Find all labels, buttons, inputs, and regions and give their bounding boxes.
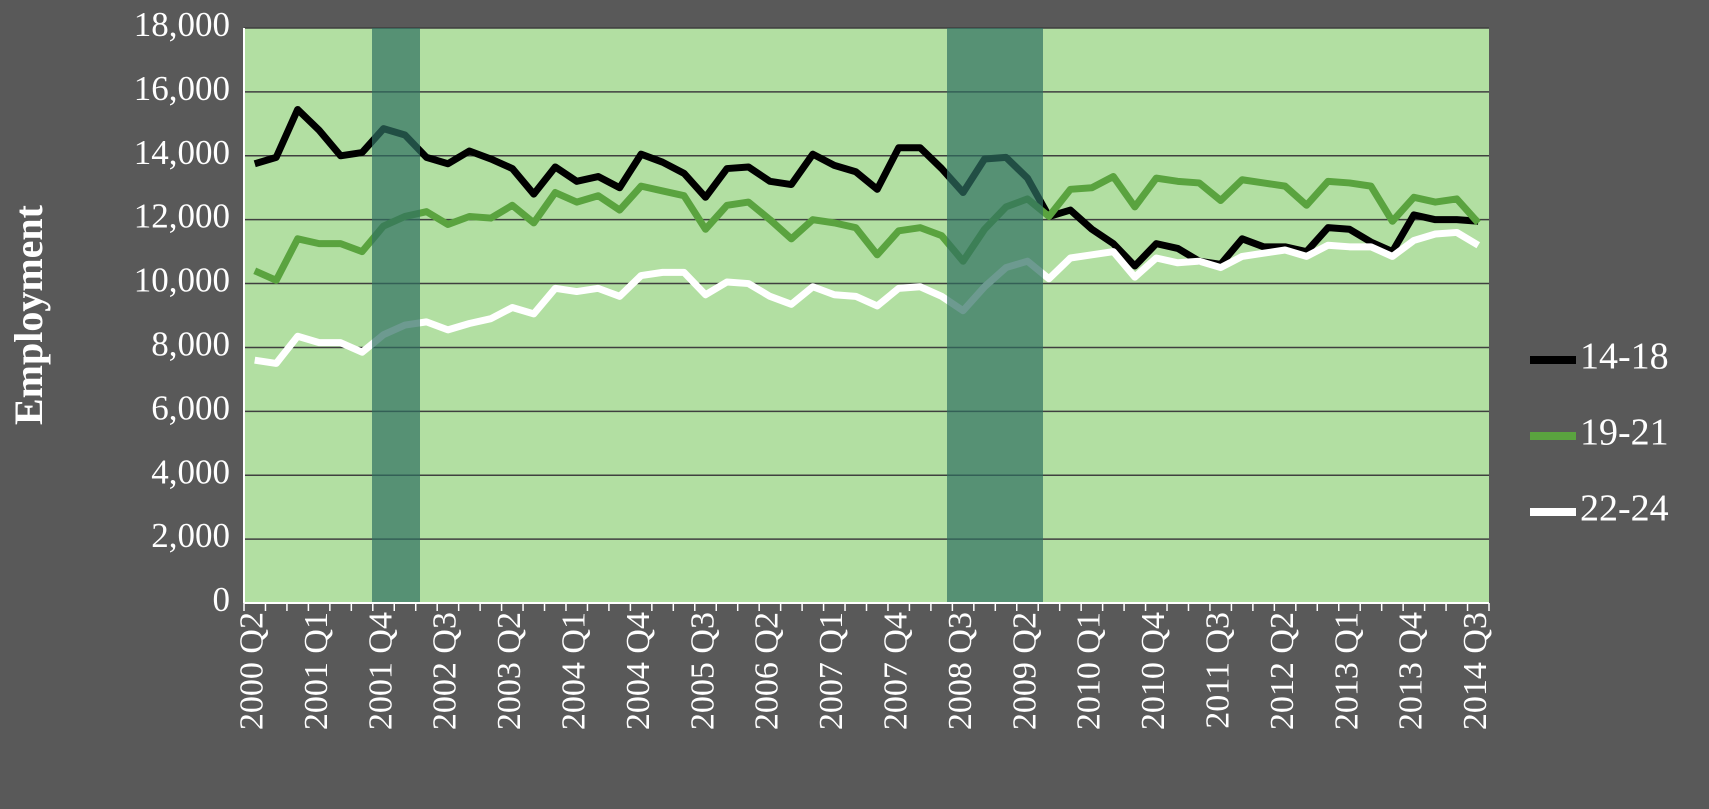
y-tick-label: 6,000 <box>151 388 230 427</box>
legend-label: 14-18 <box>1580 336 1669 378</box>
x-tick-label: 2000 Q2 <box>234 612 271 730</box>
y-tick-label: 18,000 <box>134 5 230 44</box>
legend-label: 22-24 <box>1580 488 1669 530</box>
series-line <box>254 228 1481 367</box>
legend-label: 19-21 <box>1580 412 1669 454</box>
y-tick-label: 12,000 <box>134 197 230 236</box>
x-tick-label: 2004 Q1 <box>556 612 593 730</box>
series-line <box>253 173 1481 284</box>
legend: 14-18 19-21 22-24 <box>1530 336 1669 530</box>
x-tick-label: 2004 Q4 <box>620 612 657 730</box>
plot-area <box>244 28 1489 603</box>
y-tick-label: 10,000 <box>134 261 230 300</box>
x-tick-label: 2013 Q1 <box>1328 612 1365 730</box>
y-tick-label: 0 <box>213 580 231 619</box>
y-tick-label: 8,000 <box>151 324 230 363</box>
x-tick-label: 2003 Q2 <box>491 612 528 730</box>
y-tick-label: 2,000 <box>151 516 230 555</box>
x-tick-label: 2012 Q2 <box>1264 612 1301 730</box>
y-tick-label: 14,000 <box>134 133 230 172</box>
x-tick-label: 2014 Q3 <box>1457 612 1494 730</box>
x-tick-label: 2010 Q1 <box>1071 612 1108 730</box>
y-axis-label: Employment <box>6 204 51 425</box>
x-tick-label: 2005 Q3 <box>684 612 721 730</box>
series-line <box>253 105 1479 270</box>
x-tick-label: 2002 Q3 <box>427 612 464 730</box>
series-lines <box>253 105 1481 367</box>
labels: 0 2,000 4,000 6,000 8,000 10,000 12,000 14,000 1… <box>134 5 1494 730</box>
recession-shading <box>947 28 1043 603</box>
y-tick-label: 16,000 <box>134 69 230 108</box>
x-tick-label: 2006 Q2 <box>749 612 786 730</box>
y-tick-label: 4,000 <box>151 452 230 491</box>
x-tick-label: 2001 Q1 <box>298 612 335 730</box>
x-tick-label: 2009 Q2 <box>1006 612 1043 730</box>
x-tick-label: 2013 Q4 <box>1393 612 1430 730</box>
x-tick-label: 2011 Q3 <box>1199 612 1236 729</box>
x-tick-label: 2007 Q4 <box>877 612 914 730</box>
x-tick-label: 2001 Q4 <box>362 612 399 730</box>
x-tick-label: 2010 Q4 <box>1135 612 1172 730</box>
recession-shading <box>372 28 420 603</box>
x-tick-label: 2007 Q1 <box>813 612 850 730</box>
x-tick-label: 2008 Q3 <box>942 612 979 730</box>
